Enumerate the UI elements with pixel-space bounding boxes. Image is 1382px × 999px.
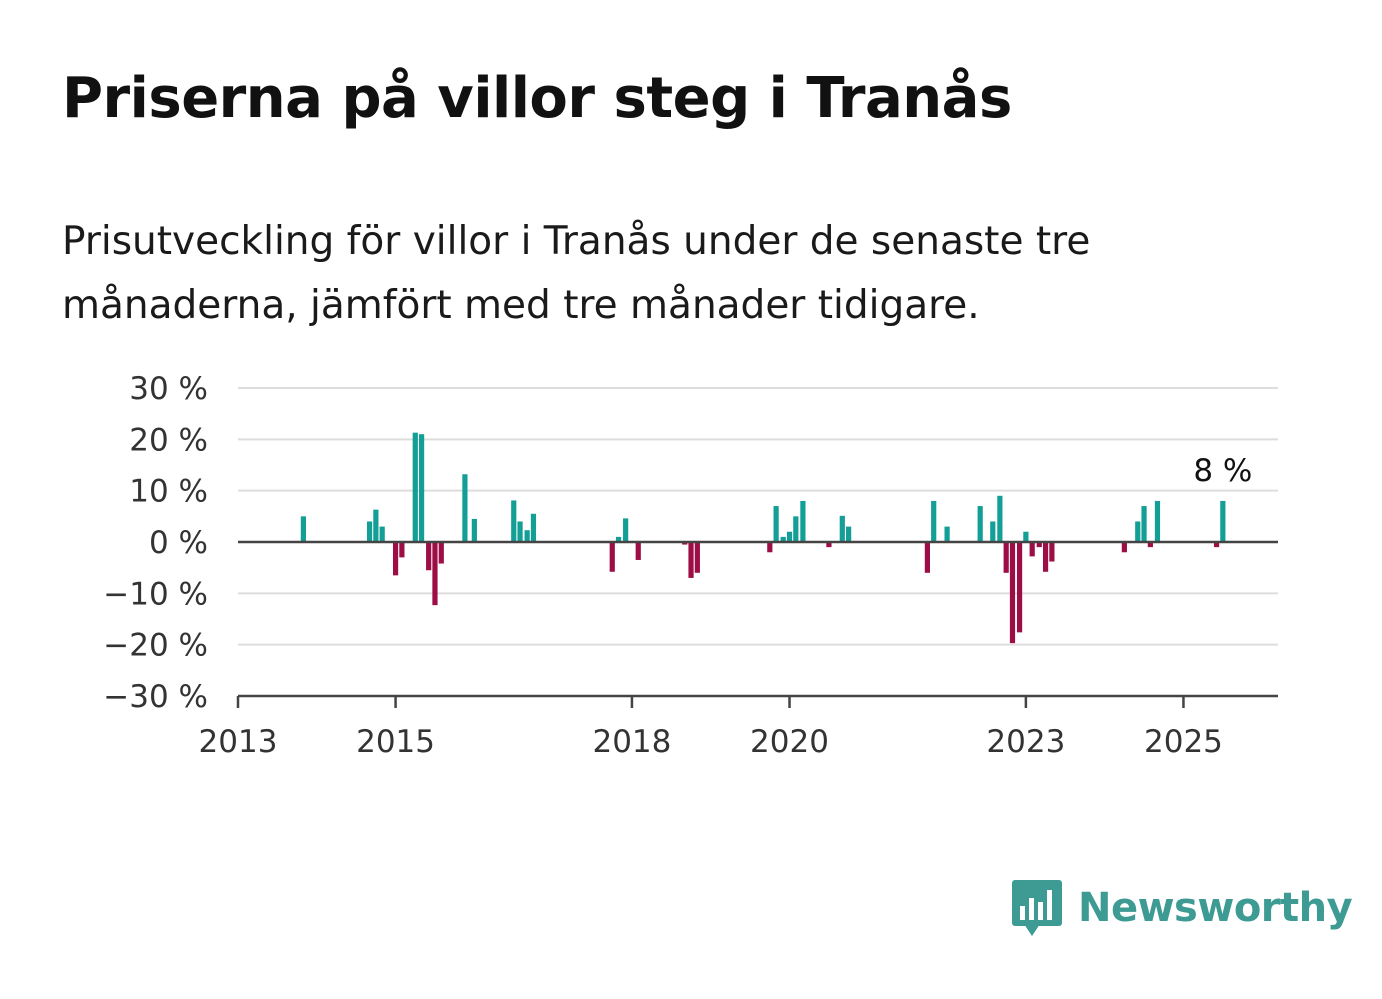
bar	[609, 542, 615, 572]
bar	[1029, 542, 1035, 557]
bar	[373, 509, 379, 542]
last-value-label: 8 %	[1193, 453, 1252, 489]
bar	[1049, 542, 1055, 562]
bar	[1147, 542, 1153, 548]
bar	[1121, 542, 1127, 553]
bar	[931, 500, 937, 542]
bar	[1016, 542, 1023, 633]
bar	[1135, 521, 1141, 542]
bar	[462, 474, 468, 542]
bar	[1213, 542, 1220, 548]
bar	[517, 521, 523, 542]
bar	[471, 518, 477, 542]
bar	[399, 542, 405, 558]
bar	[418, 434, 425, 542]
y-tick-label: −20 %	[103, 628, 208, 664]
bar	[366, 521, 373, 542]
bar	[635, 542, 641, 560]
y-tick-label: 30 %	[129, 371, 208, 407]
bar	[997, 495, 1003, 542]
bar	[924, 542, 930, 573]
bar	[432, 542, 438, 606]
bar	[1141, 506, 1147, 542]
bar	[800, 500, 806, 542]
y-tick-label: −10 %	[103, 576, 208, 612]
bar	[438, 542, 444, 564]
bar	[793, 516, 799, 542]
bar	[990, 521, 996, 542]
y-tick-label: −30 %	[103, 679, 208, 715]
bar	[1154, 500, 1161, 542]
bar	[1023, 531, 1029, 542]
chart-title: Priserna på villor steg i Tranås	[62, 66, 1012, 131]
x-tick-label: 2015	[356, 724, 435, 760]
bar	[1003, 542, 1009, 573]
bar	[773, 506, 779, 542]
y-tick-label: 10 %	[129, 474, 208, 510]
y-tick-label: 20 %	[129, 422, 208, 458]
bar	[682, 542, 688, 545]
chart-subtitle: Prisutveckling för villor i Tranås under…	[62, 219, 1091, 328]
bar	[839, 515, 845, 542]
bar	[846, 526, 852, 542]
x-tick-label: 2013	[199, 724, 278, 760]
bar	[379, 526, 385, 542]
bar	[944, 526, 950, 542]
x-tick-label: 2020	[750, 724, 829, 760]
x-tick-label: 2025	[1144, 724, 1223, 760]
bar	[977, 506, 983, 542]
newsworthy-logo: Newsworthy	[1010, 878, 1353, 938]
bar	[426, 542, 432, 571]
bar	[615, 536, 622, 542]
bar	[780, 536, 786, 542]
bar	[412, 432, 418, 542]
brand-name: Newsworthy	[1078, 885, 1353, 931]
bar	[688, 542, 694, 578]
bar	[694, 542, 700, 573]
bar	[524, 530, 530, 542]
y-tick-label: 0 %	[149, 525, 208, 561]
bar	[1042, 542, 1049, 572]
newsworthy-logo-icon	[1012, 880, 1062, 936]
bar	[767, 542, 773, 553]
bar	[786, 531, 793, 542]
bar	[1220, 500, 1226, 542]
bar	[623, 518, 629, 542]
bar	[1009, 542, 1016, 644]
bar	[1036, 542, 1042, 548]
x-tick-label: 2023	[986, 724, 1065, 760]
bar-chart: 30 % 20 % 10 % 0 % −10 % −20 % −30 % 2013 2015 20…	[103, 371, 1278, 760]
bar	[826, 542, 832, 548]
bar	[511, 500, 517, 542]
bar	[392, 542, 399, 576]
bar	[300, 516, 306, 542]
x-tick-label: 2018	[592, 724, 671, 760]
bar	[530, 513, 537, 542]
